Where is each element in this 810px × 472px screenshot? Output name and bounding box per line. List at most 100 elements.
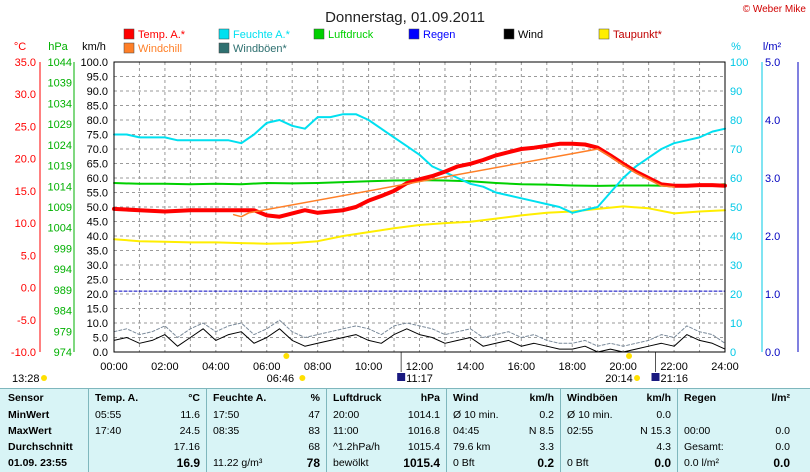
y-tick-label-humidity: 100	[730, 57, 748, 69]
stat-cell-press-t: 11:00	[333, 425, 359, 437]
x-tick-label: 24:00	[711, 361, 739, 373]
sunrise-icon	[283, 353, 290, 359]
y-tick-label-humidity: 80	[730, 115, 742, 127]
y-tick-label-wind: 80.0	[87, 115, 108, 127]
y-tick-label-humidity: 60	[730, 173, 742, 185]
x-tick-label: 10:00	[355, 361, 383, 373]
stat-cell-rain-v: 0.0	[775, 441, 790, 453]
stat-cell-hum-t: 17:50	[213, 409, 240, 421]
stat-cell-hum-v: 78	[306, 456, 320, 470]
stat-cell-gust-v: N 15.3	[640, 425, 671, 437]
y-tick-label-pressure: 1014	[48, 181, 72, 193]
stat-cell-gust-v: 0.0	[654, 456, 671, 470]
x-tick-label: 18:00	[558, 361, 586, 373]
x-tick-label: 22:00	[660, 361, 688, 373]
stat-cell-rain-v: 0.0	[773, 456, 790, 470]
y-tick-label-temp: 35.0	[15, 57, 36, 69]
y-tick-label-pressure: 1034	[48, 98, 72, 110]
header-gust-unit: km/h	[646, 392, 671, 404]
legend-label: Wind	[518, 29, 543, 41]
stat-cell-wind-t: 04:45	[453, 425, 480, 437]
header-rain: Regen	[684, 392, 717, 404]
y-tick-label-wind: 100.0	[80, 57, 108, 69]
wind-unit-label: km/h	[82, 41, 106, 53]
y-tick-label-rain: 2.0	[765, 231, 780, 243]
legend-swatch	[123, 28, 135, 40]
stat-cell-temp-v: 11.6	[180, 409, 200, 421]
sunset-icon	[634, 375, 641, 381]
stat-cell-label: 01.09. 23:55	[8, 457, 67, 469]
moonset-icon	[651, 373, 660, 381]
header-rain-unit: l/m²	[771, 392, 790, 404]
moonset-label: 21:16	[660, 373, 688, 385]
series-line-taupunkt-	[113, 205, 726, 245]
x-tick-label: 12:00	[406, 361, 434, 373]
stat-cell-wind-v: N 8.5	[528, 425, 554, 437]
stat-cell-wind-t: 79.6 km	[453, 441, 491, 453]
y-tick-label-wind: 75.0	[87, 130, 108, 142]
header-sensor: Sensor	[8, 392, 44, 404]
x-tick-label: 04:00	[202, 361, 230, 373]
y-tick-label-wind: 60.0	[87, 173, 108, 185]
y-tick-label-wind: 25.0	[87, 275, 108, 287]
y-tick-label-rain: 3.0	[765, 173, 780, 185]
chart-title: Donnerstag, 01.09.2011	[325, 9, 485, 26]
y-tick-label-humidity: 50	[730, 202, 742, 214]
header-humidity-unit: %	[310, 392, 320, 404]
legend-swatch	[408, 28, 420, 40]
y-tick-label-rain: 0.0	[765, 347, 780, 359]
moonrise-label: 11:17	[406, 373, 433, 385]
legend-label: Windchill	[138, 43, 182, 55]
column-separator	[446, 389, 447, 472]
stat-cell-wind-v: 3.3	[539, 441, 554, 453]
stat-cell-press-v: 1014.1	[407, 409, 440, 421]
y-tick-label-pressure: 1004	[48, 223, 72, 235]
y-tick-label-pressure: 984	[54, 306, 72, 318]
y-tick-label-temp: -10.0	[11, 347, 36, 359]
stat-cell-press-v: 1015.4	[403, 456, 440, 470]
header-temp-unit: °C	[188, 392, 200, 404]
y-tick-label-temp: -5.0	[17, 315, 36, 327]
previous-time-label: 13:28	[12, 373, 40, 385]
grid	[114, 62, 725, 352]
x-tick-label: 16:00	[508, 361, 536, 373]
stat-cell-temp-v: 17.16	[173, 441, 200, 453]
y-tick-label-temp: 30.0	[15, 89, 36, 101]
y-tick-label-wind: 0.0	[93, 347, 108, 359]
y-tick-label-temp: 15.0	[15, 186, 36, 198]
y-tick-label-humidity: 20	[730, 289, 742, 301]
y-tick-label-wind: 10.0	[87, 318, 108, 330]
stat-cell-press-t: bewölkt	[333, 457, 369, 469]
stat-cell-hum-v: 83	[308, 425, 320, 437]
stat-cell-label: MinWert	[8, 409, 50, 421]
y-tick-label-temp: 25.0	[15, 121, 36, 133]
y-tick-label-wind: 70.0	[87, 144, 108, 156]
statistics-table: Sensor Temp. A. °C Feuchte A. % Luftdruc…	[0, 388, 810, 472]
stat-cell-hum-t: 11.22 g/m³	[213, 457, 263, 469]
moonrise-icon	[397, 373, 406, 381]
series-line-windchill	[232, 148, 675, 218]
x-tick-label: 14:00	[457, 361, 485, 373]
y-tick-label-rain: 1.0	[765, 289, 780, 301]
stat-cell-press-t: 20:00	[333, 409, 360, 421]
stat-cell-rain-v: 0.0	[775, 425, 790, 437]
stat-cell-wind-v: 0.2	[539, 409, 554, 421]
y-tick-labels: 35.0 30.0 25.0 20.0 15.0 10.0 5.0 0.0 -5.0 -10.0 1…	[11, 57, 780, 359]
y-tick-label-pressure: 979	[54, 326, 72, 338]
legend-label: Temp. A.*	[138, 29, 186, 41]
column-separator	[206, 389, 207, 472]
stat-cell-temp-t: 05:55	[95, 409, 122, 421]
y-tick-label-pressure: 1019	[48, 161, 72, 173]
column-separator	[677, 389, 678, 472]
x-tick-label: 02:00	[151, 361, 179, 373]
legend-label: Windböen*	[233, 43, 288, 55]
header-wind-unit: km/h	[529, 392, 554, 404]
legend-swatch	[218, 28, 230, 40]
y-tick-label-humidity: 0	[730, 347, 736, 359]
plot-frame	[113, 61, 726, 353]
series-line-windb-en-	[113, 319, 726, 347]
stat-cell-temp-v: 24.5	[179, 425, 200, 437]
axis-unit-labels: °C hPa km/h% l/m²	[14, 41, 799, 352]
y-tick-label-temp: 5.0	[21, 250, 36, 262]
pressure-unit-label: hPa	[48, 41, 68, 53]
